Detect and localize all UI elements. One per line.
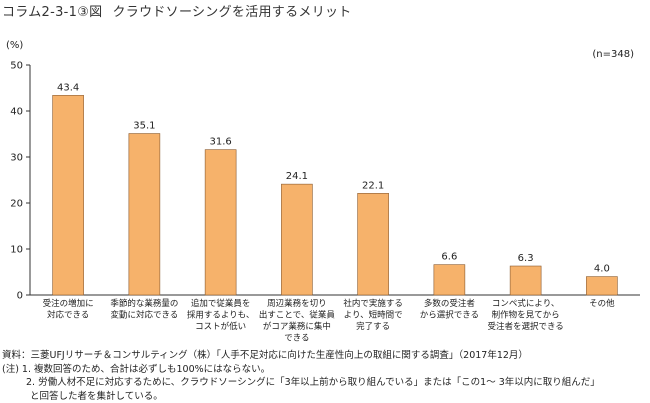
- y-tick-label: 10: [10, 245, 23, 256]
- sample-size-note: (n=348): [592, 49, 634, 60]
- y-tick-label: 20: [10, 199, 23, 210]
- category-label-line: 制作物を見てから: [492, 310, 560, 321]
- category-label-line: できる: [284, 334, 309, 344]
- category-label-line: 採用するよりも、: [187, 310, 255, 321]
- footnotes: 資料：三菱UFJリサーチ＆コンサルティング（株）「人手不足対応に向けた生産性向上…: [2, 349, 648, 403]
- bar: [281, 184, 312, 295]
- y-axis-label: (%): [6, 40, 23, 51]
- category-label-line: 多数の受注者: [424, 298, 476, 309]
- category-label-line: 社内で実施する: [343, 298, 403, 309]
- category-label-line: 完了する: [356, 321, 390, 332]
- bar: [510, 266, 541, 295]
- category-label-line: がコア業務に集中: [263, 321, 331, 332]
- category-label-line: 受注の増加に: [43, 298, 94, 309]
- category-label-line: から選択できる: [420, 310, 479, 321]
- category-label-line: 対応できる: [47, 310, 89, 321]
- note-3: と回答した者を集計している。: [2, 390, 648, 403]
- note-2: 2. 労働人材不足に対応するために、クラウドソーシングに「3年以上前から取り組ん…: [2, 376, 648, 390]
- bar: [129, 134, 160, 295]
- value-label: 22.1: [362, 180, 384, 191]
- value-label: 4.0: [594, 264, 610, 275]
- bar: [205, 150, 236, 295]
- value-label: 24.1: [286, 171, 308, 182]
- category-label-line: コンペ式により、: [492, 298, 560, 309]
- note-1: (注) 1. 複数回答のため、合計は必ずしも100%にはならない。: [2, 363, 648, 377]
- category-label-line: より、短時間で: [344, 310, 403, 321]
- y-tick-label: 50: [10, 61, 23, 72]
- category-label-line: 追加で従業員を: [191, 298, 251, 309]
- y-tick-label: 0: [17, 291, 23, 302]
- category-label-line: 出すことで、従業員: [259, 310, 335, 321]
- category-label-line: 変動に対応できる: [110, 310, 178, 321]
- bar: [434, 265, 465, 295]
- value-label: 35.1: [133, 121, 155, 132]
- value-label: 31.6: [209, 137, 231, 148]
- y-tick-label: 40: [10, 107, 23, 118]
- category-label-line: その他: [589, 298, 615, 309]
- category-label-line: コストが低い: [195, 321, 246, 332]
- category-label-line: 季節的な業務量の: [110, 298, 178, 309]
- value-label: 6.6: [441, 252, 457, 263]
- bar: [586, 277, 617, 295]
- category-label-line: 受注者を選択できる: [487, 321, 563, 332]
- source-note: 資料：三菱UFJリサーチ＆コンサルティング（株）「人手不足対応に向けた生産性向上…: [2, 349, 648, 363]
- bar: [358, 193, 389, 295]
- y-tick-label: 30: [10, 153, 23, 164]
- bar: [53, 95, 84, 295]
- category-label: その他: [589, 298, 615, 309]
- y-axis: 0 10 20 30 40 50: [10, 61, 30, 302]
- value-label: 43.4: [57, 82, 79, 93]
- bar-chart: (%) (n=348) 0 10 20 30 40 50 43.4 35.1 31.6 24.1…: [0, 0, 650, 345]
- value-label: 6.3: [518, 253, 534, 264]
- category-label-line: 周辺業務を切り: [267, 298, 327, 309]
- category-labels: 受注の増加に対応できる季節的な業務量の変動に対応できる追加で従業員を採用するより…: [43, 298, 616, 344]
